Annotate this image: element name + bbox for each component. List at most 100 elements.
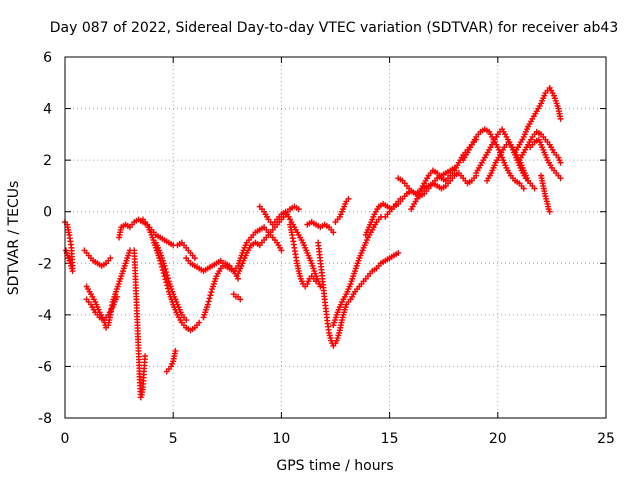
data-point-interp: [476, 164, 483, 171]
data-point-interp: [384, 256, 391, 263]
data-point-interp: [169, 360, 176, 367]
series-arc-j: [163, 347, 179, 375]
data-point-interp: [176, 240, 183, 247]
data-point-interp: [432, 181, 439, 188]
series-arc-ab: [512, 84, 564, 156]
data-point-interp: [121, 262, 128, 269]
data-point-interp: [341, 293, 348, 300]
data-point-interp: [547, 162, 554, 169]
data-point: [345, 195, 352, 202]
data-point-interp: [242, 242, 249, 249]
data-point-interp: [340, 206, 347, 213]
data-point-interp: [415, 193, 422, 200]
data-point-interp: [168, 240, 175, 247]
data-point-interp: [458, 172, 465, 179]
plot-frame: [64, 56, 607, 419]
data-point-interp: [203, 304, 210, 311]
data-point-interp: [185, 257, 192, 264]
data-point-interp: [295, 265, 302, 272]
data-point-interp: [532, 110, 539, 117]
data-point-interp: [189, 326, 196, 333]
data-point: [107, 255, 114, 262]
y-tick-label: 2: [43, 153, 52, 169]
data-point-interp: [165, 275, 172, 282]
data-point-interp: [307, 257, 314, 264]
data-point-interp: [549, 146, 556, 153]
data-point-interp: [327, 335, 334, 342]
data-point-interp: [316, 254, 323, 261]
data-point-interp: [298, 237, 305, 244]
data-point-interp: [359, 247, 366, 254]
x-tick-label: 20: [489, 431, 507, 447]
data-point-interp: [276, 244, 283, 251]
data-point-interp: [86, 288, 93, 295]
data-point-interp: [102, 322, 109, 329]
y-tick-label: 4: [43, 102, 52, 118]
data-point-interp: [250, 231, 257, 238]
data-point-interp: [480, 157, 487, 164]
data-point-interp: [406, 185, 413, 192]
data-point-interp: [502, 162, 509, 169]
data-point-interp: [519, 136, 526, 143]
data-point-interp: [147, 229, 154, 236]
data-point-interp: [216, 268, 223, 275]
data-point-interp: [303, 247, 310, 254]
data-point-interp: [242, 252, 249, 259]
data-point-interp: [393, 202, 400, 209]
data-point-interp: [384, 211, 391, 218]
data-point-interp: [258, 225, 265, 232]
data-point-interp: [90, 306, 97, 313]
data-point-interp: [551, 167, 558, 174]
data-point-interp: [159, 235, 166, 242]
data-point-interp: [333, 337, 340, 344]
data-point-interp: [371, 266, 378, 273]
data-point-interp: [276, 213, 283, 220]
data-point-interp: [206, 295, 213, 302]
data-point-interp: [202, 266, 209, 273]
data-point-interp: [342, 200, 349, 207]
y-tick-label: -6: [38, 359, 52, 375]
data-point-interp: [312, 270, 319, 277]
data-point-interp: [323, 311, 330, 318]
data-point-interp: [529, 182, 536, 189]
data-point-interp: [338, 319, 345, 326]
data-point-interp: [323, 222, 330, 229]
data-point-interp: [212, 275, 219, 282]
data-point-interp: [355, 257, 362, 264]
data-point-interp: [436, 172, 443, 179]
series-arc-c: [81, 247, 114, 269]
data-point-interp: [142, 219, 149, 226]
data-point-interp: [263, 213, 270, 220]
data-point-interp: [350, 291, 357, 298]
data-point-interp: [263, 226, 270, 233]
data-point-interp: [181, 242, 188, 249]
data-point-interp: [491, 162, 498, 169]
data-point-interp: [90, 296, 97, 303]
data-point-interp: [401, 193, 408, 200]
data-point-interp: [549, 90, 556, 97]
series-arc-ac: [516, 128, 564, 166]
data-point-interp: [423, 184, 430, 191]
data-point-interp: [388, 253, 395, 260]
data-point-interp: [329, 340, 336, 347]
data-point-interp: [215, 258, 222, 265]
data-point-interp: [535, 130, 542, 137]
data-point-interp: [554, 102, 561, 109]
data-point-interp: [337, 211, 344, 218]
data-point-interp: [208, 289, 215, 296]
data-layer: [62, 84, 564, 401]
data-point-interp: [366, 224, 373, 231]
data-point-interp: [238, 262, 245, 269]
data-point-interp: [372, 221, 379, 228]
data-point-interp: [454, 162, 461, 169]
data-point-interp: [539, 144, 546, 151]
data-point-interp: [440, 176, 447, 183]
data-point-interp: [484, 149, 491, 156]
data-point-interp: [463, 151, 470, 158]
data-point-interp: [393, 251, 400, 258]
data-point-interp: [83, 249, 90, 256]
data-point-interp: [467, 144, 474, 151]
data-point-interp: [462, 177, 469, 184]
data-point-interp: [87, 255, 94, 262]
